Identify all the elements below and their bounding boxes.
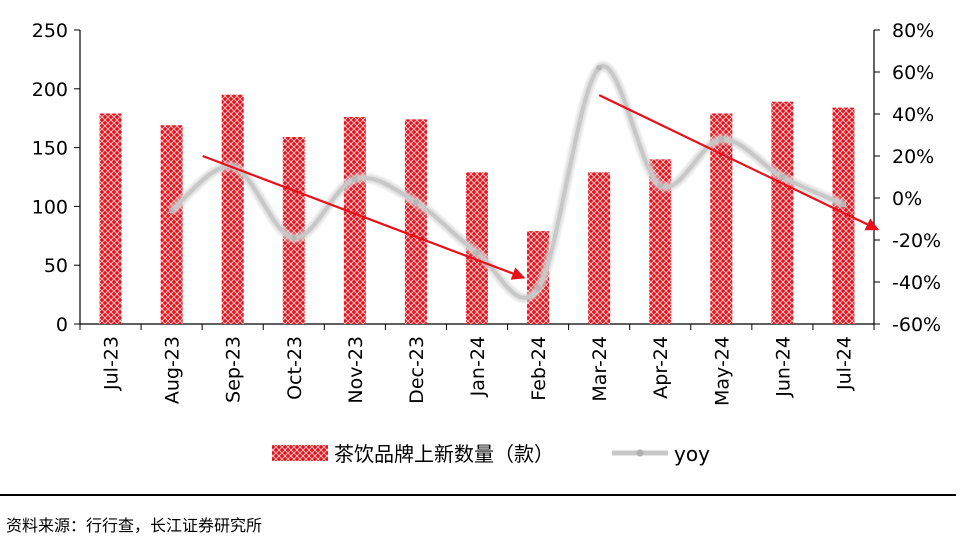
bar — [99, 113, 122, 324]
x-tick-label: Jul-23 — [101, 336, 123, 391]
right-tick-label: 80% — [892, 20, 934, 42]
right-tick-label: 20% — [892, 146, 934, 168]
trend-arrow — [202, 154, 526, 280]
yoy-line-series — [168, 61, 847, 303]
bar — [649, 159, 672, 324]
bar — [710, 113, 733, 324]
bar-series — [99, 94, 855, 325]
trend-arrows — [202, 94, 880, 280]
x-tick-label: May-24 — [711, 336, 733, 406]
x-tick-label: Apr-24 — [650, 336, 672, 399]
left-tick-label: 50 — [44, 255, 68, 277]
x-tick-label: Jul-24 — [833, 336, 855, 391]
left-tick-label: 100 — [32, 196, 68, 218]
right-tick-label: 0% — [892, 188, 922, 210]
left-tick-label: 0 — [56, 314, 68, 336]
x-tick-label: Jun-24 — [772, 336, 794, 398]
right-tick-label: 60% — [892, 62, 934, 84]
source-note: 资料来源：行行查，长江证券研究所 — [6, 516, 263, 535]
x-tick-label: Jan-24 — [467, 336, 489, 397]
yoy-point — [840, 201, 847, 208]
bar — [282, 137, 305, 324]
bar — [832, 107, 855, 324]
legend-line-marker — [636, 449, 644, 457]
yoy-point — [351, 176, 358, 183]
bar — [588, 172, 611, 324]
yoy-point — [779, 174, 786, 180]
yoy-point — [474, 249, 480, 256]
x-tick-label: Mar-24 — [589, 336, 611, 402]
right-tick-label: 40% — [892, 104, 934, 126]
divider-line — [0, 494, 956, 496]
x-tick-label: Dec-23 — [406, 336, 428, 404]
bar — [160, 125, 183, 324]
legend-bar-swatch — [272, 445, 328, 461]
bar — [404, 119, 427, 324]
legend-line-label: yoy — [674, 442, 710, 466]
left-tick-label: 200 — [32, 79, 68, 101]
bar — [343, 117, 366, 324]
bar — [527, 231, 550, 324]
yoy-point — [718, 136, 725, 143]
yoy-point — [535, 285, 542, 292]
x-tick-label: Aug-23 — [162, 336, 184, 404]
yoy-point — [290, 234, 297, 241]
right-tick-label: -20% — [892, 230, 941, 252]
bar — [771, 101, 794, 325]
legend-bar-label: 茶饮品牌上新数量（款） — [334, 442, 554, 466]
yoy-point — [657, 182, 664, 189]
trend-arrow — [598, 94, 880, 231]
legend: 茶饮品牌上新数量（款） yoy — [272, 442, 710, 466]
right-tick-label: -40% — [892, 272, 941, 294]
yoy-point — [596, 64, 603, 71]
right-tick-label: -60% — [892, 314, 941, 336]
x-tick-label: Sep-23 — [223, 336, 245, 403]
yoy-point — [412, 199, 419, 206]
yoy-point — [168, 207, 175, 214]
left-tick-label: 250 — [32, 20, 68, 42]
bar — [221, 94, 244, 325]
x-tick-label: Oct-23 — [284, 336, 306, 400]
axes: 250 200 150 100 50 0 80% 60% 40% 20% 0% -20% -40% -60… — [32, 20, 941, 406]
x-tick-label: Feb-24 — [528, 336, 550, 401]
x-tick-label: Nov-23 — [345, 336, 367, 404]
left-tick-label: 150 — [32, 138, 68, 160]
